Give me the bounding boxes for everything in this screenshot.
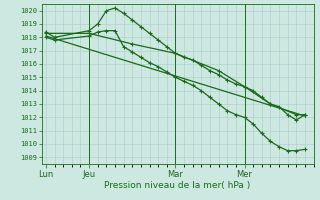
X-axis label: Pression niveau de la mer( hPa ): Pression niveau de la mer( hPa ) (104, 181, 251, 190)
